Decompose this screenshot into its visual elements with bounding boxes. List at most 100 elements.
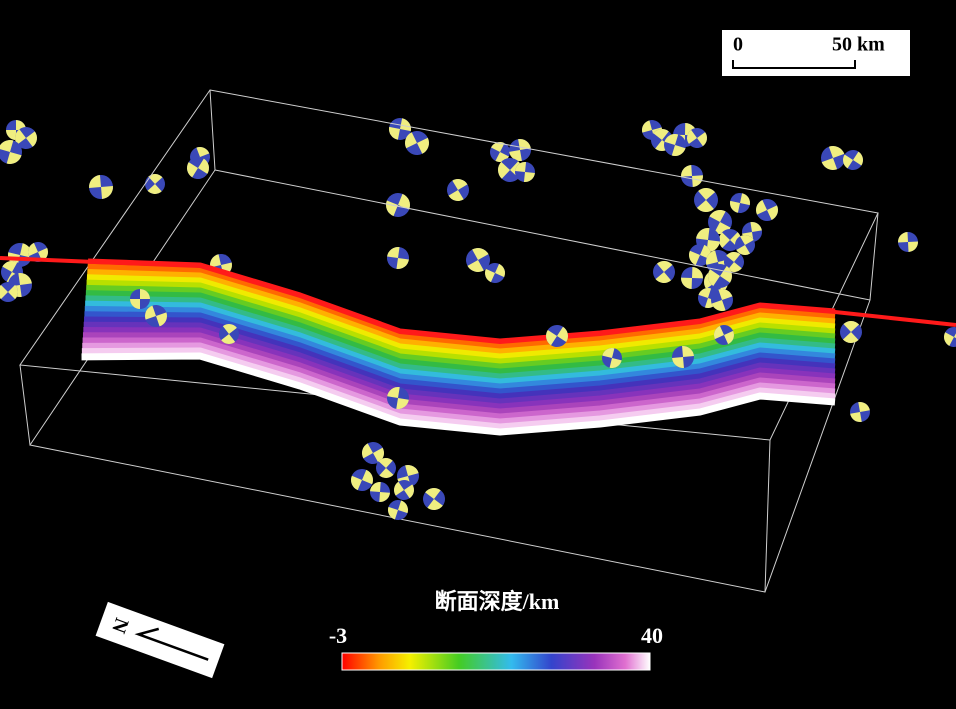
beach-ball — [485, 263, 505, 283]
beach-ball — [370, 482, 390, 502]
fault-trace — [0, 256, 956, 345]
fault-strip — [85, 300, 836, 386]
beach-ball — [714, 325, 734, 345]
ball-quadrant — [696, 228, 720, 252]
ball-quadrant — [850, 402, 870, 422]
ball-quadrant — [485, 263, 505, 283]
fault-strip — [86, 274, 836, 361]
beach-ball — [509, 139, 531, 161]
focal-mechanisms — [130, 289, 956, 520]
scale-line — [732, 60, 856, 69]
fault-strip — [82, 332, 836, 416]
beach-ball — [515, 162, 535, 182]
ball-quadrant — [491, 142, 509, 162]
scale-start: 0 — [733, 34, 743, 56]
ball-quadrant — [8, 243, 32, 267]
beach-ball — [394, 480, 414, 500]
ball-quadrant — [730, 193, 750, 213]
fault-strip — [87, 269, 836, 356]
beach-ball — [0, 282, 18, 302]
beach-ball — [730, 193, 750, 213]
ball-quadrant — [378, 458, 394, 478]
north-arrow-line — [134, 627, 209, 661]
ball-quadrant — [687, 129, 707, 147]
ball-quadrant — [0, 284, 18, 300]
beach-ball — [694, 188, 718, 212]
beach-ball — [405, 131, 429, 155]
ball-quadrant — [842, 321, 860, 343]
beach-ball — [351, 469, 373, 491]
ball-quadrant — [515, 162, 535, 182]
ball-quadrant — [387, 387, 409, 409]
beach-ball — [387, 247, 409, 269]
beach-ball — [89, 175, 113, 199]
fault-strip — [86, 284, 836, 371]
ball-quadrant — [387, 247, 409, 269]
beach-ball — [423, 488, 445, 510]
ball-quadrant — [187, 158, 209, 178]
beach-ball — [14, 127, 37, 149]
ball-quadrant — [664, 134, 686, 156]
ball-quadrant — [672, 346, 694, 368]
ball-quadrant — [0, 140, 22, 164]
beach-ball — [681, 267, 703, 289]
beach-ball — [708, 210, 732, 234]
ball-quadrant — [726, 252, 742, 272]
fault-strip — [81, 352, 836, 436]
ball-quadrant — [6, 120, 26, 140]
fault-strip — [82, 342, 836, 426]
ball-quadrant — [736, 235, 754, 255]
ball-quadrant — [89, 175, 113, 199]
ball-quadrant — [370, 482, 390, 502]
fault-strip — [85, 295, 836, 381]
beach-ball — [653, 261, 675, 283]
ball-quadrant — [546, 326, 568, 346]
beach-ball — [850, 402, 870, 422]
ball-quadrant — [388, 500, 408, 520]
beach-ball — [687, 128, 707, 148]
beach-ball — [387, 387, 409, 409]
fault-strip — [85, 290, 836, 376]
colorbar-min: -3 — [329, 623, 347, 648]
fault-strip — [87, 263, 836, 351]
beach-ball — [28, 242, 48, 262]
beach-ball — [711, 289, 733, 311]
beach-ball — [0, 140, 22, 164]
ball-quadrant — [405, 132, 429, 154]
beach-ball — [187, 157, 209, 179]
beach-ball — [672, 346, 694, 368]
ball-quadrant — [843, 151, 863, 169]
beach-ball — [376, 458, 396, 478]
beach-ball — [821, 146, 845, 170]
beach-ball — [602, 348, 622, 368]
ball-quadrant — [898, 232, 918, 252]
beach-ball — [664, 134, 686, 156]
beach-ball — [466, 248, 490, 272]
north-arrow: N — [95, 601, 225, 679]
beach-ball — [447, 179, 469, 201]
scale-end: 50 km — [832, 34, 885, 56]
ball-quadrant — [221, 324, 237, 344]
beach-ball — [681, 165, 703, 187]
ball-quadrant — [821, 146, 845, 170]
fault-strip — [84, 305, 836, 391]
beach-ball — [362, 442, 384, 464]
beach-ball — [756, 199, 778, 221]
ball-quadrant — [130, 289, 150, 309]
beach-ball — [386, 193, 410, 217]
beach-ball — [735, 235, 755, 255]
ball-quadrant — [681, 165, 703, 187]
ball-quadrant — [509, 139, 531, 161]
fault-strip — [86, 279, 836, 366]
ball-quadrant — [425, 488, 443, 510]
beach-ball — [898, 232, 918, 252]
colorbar-title: 断面深度/km — [435, 589, 560, 614]
beach-ball — [145, 305, 167, 327]
ball-quadrant — [756, 200, 778, 220]
ball-quadrant — [655, 261, 673, 283]
ball-quadrant — [394, 481, 414, 499]
colorbar-ramp — [341, 652, 651, 671]
beach-ball — [546, 325, 568, 347]
beach-ball — [689, 244, 711, 266]
